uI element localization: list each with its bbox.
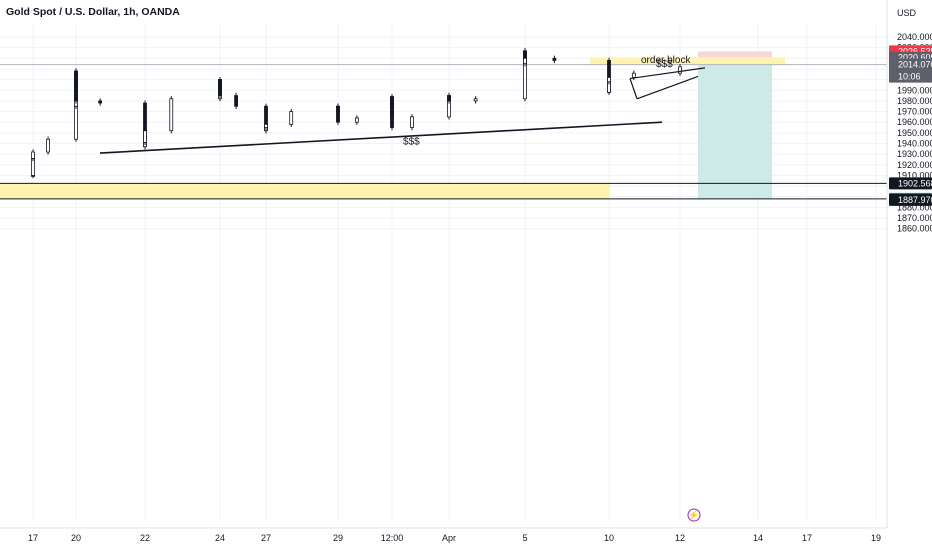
wedge-left-edge: [629, 78, 638, 99]
drawings: order block$$$$$$: [99, 55, 706, 154]
lightning-glyph: ⚡: [688, 509, 699, 521]
candle-body: [98, 100, 103, 104]
price-tick-label: 1860.000: [897, 224, 932, 234]
level-a-tag-text: 1902.568: [898, 178, 932, 188]
target-zone: [698, 57, 772, 199]
candle-body: [390, 100, 394, 123]
chart-title: Gold Spot / U.S. Dollar, 1h, OANDA: [6, 6, 180, 18]
candle-body: [218, 79, 222, 96]
candle-body: [143, 130, 147, 143]
candle-body: [523, 57, 527, 65]
zones: [0, 51, 887, 200]
current-price-tag: [889, 58, 932, 83]
time-tick-label: 10: [604, 533, 614, 543]
currency-label: USD: [897, 8, 917, 18]
time-tick-label: 12: [675, 533, 685, 543]
price-tick-label: 1910.000: [897, 170, 932, 180]
price-tick-label: 1930.000: [897, 149, 932, 159]
candle-body: [74, 70, 78, 96]
price-tick-label: 2040.000: [897, 32, 932, 42]
candle-body: [143, 102, 147, 132]
candle-body: [169, 98, 174, 132]
candle-body: [289, 111, 294, 125]
highlight-zone: [0, 183, 610, 199]
stop-price-tag-text: 2026.525: [898, 46, 932, 56]
time-tick-label: 24: [215, 533, 225, 543]
level-a-tag: [889, 177, 932, 190]
price-tick-label: 1920.000: [897, 160, 932, 170]
level-b-tag-text: 1887.970: [898, 195, 932, 205]
candle-body: [354, 117, 359, 123]
time-tick-label: 14: [753, 533, 763, 543]
time-tick-label: 12:00: [381, 533, 404, 543]
time-tick-label: 5: [522, 533, 527, 543]
price-tick-label: 1870.000: [897, 213, 932, 223]
stop-zone: [698, 51, 772, 58]
wedge-lower-line: [636, 75, 699, 100]
time-tick-label: 29: [333, 533, 343, 543]
time-axis: 17 20 22 24 27 29 12:00 Apr 5 10 12 14 17 19 ⚡: [0, 508, 887, 543]
time-tick-label: 22: [140, 533, 150, 543]
candles: [31, 48, 682, 179]
candle-body: [336, 119, 340, 123]
candle-body: [74, 105, 78, 140]
time-tick-label: 17: [28, 533, 38, 543]
wedge-upper-line: [629, 67, 706, 80]
price-tick-label: 1960.000: [897, 117, 932, 127]
order-block-label: order block: [641, 55, 691, 66]
time-tick-label: 27: [261, 533, 271, 543]
current-price-tag-text: 2014.070: [898, 60, 932, 70]
candle-body: [410, 116, 414, 128]
price-tick-label: 1940.000: [897, 139, 932, 149]
time-tick-label: 19: [871, 533, 881, 543]
current-price-tag-sub-text: 10:06: [898, 72, 921, 82]
candle-body: [678, 66, 682, 74]
candle-body: [552, 57, 557, 61]
price-tick-label: 1970.000: [897, 107, 932, 117]
entry-price-tag-text: 2020.609: [898, 53, 932, 63]
price-tick-label: 1950.000: [897, 128, 932, 138]
candle-body: [607, 77, 611, 83]
order-block-zone: [590, 57, 785, 66]
price-tick-label: 1880.000: [897, 202, 932, 212]
candle-body: [264, 123, 268, 128]
time-tick-label: 20: [71, 533, 81, 543]
candle-body: [234, 95, 239, 107]
liquidity-label-top: $$$: [656, 59, 673, 70]
price-tick-label: 1990.000: [897, 85, 932, 95]
level-b-tag: [889, 193, 932, 206]
time-tick-label: 17: [802, 533, 812, 543]
candle-body: [390, 121, 394, 128]
candle-body: [31, 151, 35, 159]
liquidity-label-bottom: $$$: [403, 137, 420, 148]
candle-body: [631, 72, 636, 78]
candle-body: [447, 95, 451, 102]
candle-body: [46, 138, 50, 153]
lightning-icon: [687, 508, 701, 522]
candle-body: [74, 95, 78, 102]
time-tick-label: Apr: [442, 533, 456, 543]
price-tick-label: 1980.000: [897, 96, 932, 106]
trendline-support: [99, 121, 663, 154]
candle-body: [473, 98, 478, 102]
